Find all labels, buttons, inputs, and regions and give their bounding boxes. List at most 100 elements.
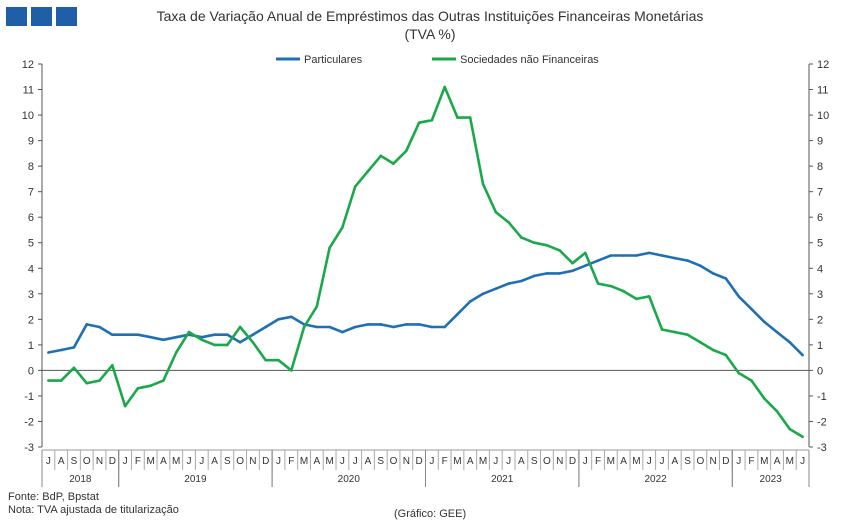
x-month-label: J	[800, 456, 805, 467]
data-point-sociedades-nao-financeiras	[558, 249, 561, 252]
y-tick-label-right: 12	[817, 59, 829, 71]
y-tick-label-right: 8	[817, 161, 823, 173]
data-point-particulares	[238, 341, 242, 344]
data-point-particulares	[85, 323, 88, 326]
data-point-particulares	[341, 330, 344, 334]
x-month-label: M	[786, 456, 794, 467]
data-point-particulares	[545, 272, 549, 275]
data-point-particulares	[788, 341, 792, 344]
data-point-particulares	[123, 333, 127, 337]
y-tick-label-right: 5	[817, 238, 823, 250]
data-point-sociedades-nao-financeiras	[226, 343, 229, 347]
data-point-particulares	[532, 274, 536, 278]
data-point-sociedades-nao-financeiras	[328, 246, 331, 250]
x-month-label: O	[543, 456, 551, 467]
data-point-particulares	[775, 330, 779, 334]
x-month-label: M	[453, 456, 461, 467]
data-point-particulares	[763, 320, 766, 324]
y-tick-label-right: 1	[817, 340, 823, 352]
data-point-sociedades-nao-financeiras	[596, 282, 600, 285]
y-tick-label-left: 11	[23, 85, 34, 97]
x-month-label: A	[620, 456, 627, 467]
data-point-sociedades-nao-financeiras	[647, 295, 651, 298]
y-tick-label-right: 2	[817, 314, 823, 326]
y-tick-label-right: 3	[817, 289, 823, 301]
data-point-particulares	[315, 325, 319, 329]
data-point-particulares	[596, 259, 600, 262]
y-tick-label-left: 0	[28, 365, 34, 377]
data-point-sociedades-nao-financeiras	[775, 410, 779, 413]
data-point-particulares	[507, 282, 510, 285]
data-point-particulares	[379, 323, 383, 326]
x-month-label: J	[276, 456, 281, 467]
data-point-particulares	[801, 353, 804, 357]
data-point-particulares	[571, 269, 574, 273]
x-month-label: J	[353, 456, 358, 467]
data-point-sociedades-nao-financeiras	[507, 221, 510, 224]
data-point-sociedades-nao-financeiras	[59, 379, 63, 382]
chart-title: Taxa de Variação Anual de Empréstimos da…	[156, 8, 704, 24]
x-month-label: O	[390, 456, 398, 467]
data-point-sociedades-nao-financeiras	[622, 289, 625, 293]
x-month-label: S	[531, 456, 538, 467]
data-point-sociedades-nao-financeiras	[290, 369, 293, 372]
x-month-label: M	[146, 456, 154, 467]
x-month-label: J	[647, 456, 652, 467]
data-point-sociedades-nao-financeiras	[737, 371, 740, 375]
series-line-particulares	[48, 251, 804, 357]
data-point-particulares	[750, 307, 753, 311]
y-tick-label-left: -2	[24, 416, 34, 428]
data-point-sociedades-nao-financeiras	[801, 435, 804, 439]
x-month-label: N	[710, 456, 717, 467]
data-point-particulares	[635, 254, 638, 257]
x-year-label: 2022	[644, 474, 667, 485]
x-month-label: J	[187, 456, 192, 467]
data-point-sociedades-nao-financeiras	[788, 427, 792, 431]
data-point-sociedades-nao-financeiras	[251, 341, 255, 344]
data-point-particulares	[353, 325, 357, 329]
y-tick-label-left: 7	[28, 187, 34, 199]
data-point-particulares	[673, 256, 677, 260]
y-tick-label-left: 2	[28, 314, 34, 326]
data-point-sociedades-nao-financeiras	[711, 348, 715, 352]
x-month-label: A	[160, 456, 167, 467]
data-point-sociedades-nao-financeiras	[85, 381, 88, 385]
y-tick-label-right: 4	[817, 263, 823, 275]
data-point-sociedades-nao-financeiras	[149, 384, 152, 388]
data-point-sociedades-nao-financeiras	[174, 351, 178, 354]
data-point-sociedades-nao-financeiras	[392, 162, 395, 165]
y-tick-label-left: 6	[28, 212, 34, 224]
data-point-particulares	[622, 254, 625, 257]
x-month-label: N	[96, 456, 103, 467]
data-point-sociedades-nao-financeiras	[405, 149, 408, 153]
x-month-label: A	[518, 456, 525, 467]
y-tick-label-right: 9	[817, 136, 823, 148]
x-month-label: F	[748, 456, 754, 467]
y-tick-label-left: -3	[24, 442, 34, 454]
x-month-label: N	[556, 456, 563, 467]
x-year-label: 2020	[338, 474, 361, 485]
x-month-label: M	[632, 456, 640, 467]
data-point-particulares	[392, 325, 395, 329]
x-year-label: 2019	[184, 474, 207, 485]
data-point-sociedades-nao-financeiras	[468, 116, 472, 119]
data-point-sociedades-nao-financeiras	[481, 182, 485, 186]
data-point-sociedades-nao-financeiras	[609, 284, 613, 288]
data-point-sociedades-nao-financeiras	[162, 379, 165, 382]
y-tick-label-left: 12	[22, 59, 34, 71]
y-tick-label-right: 11	[817, 85, 828, 97]
data-point-sociedades-nao-financeiras	[686, 333, 689, 337]
data-point-sociedades-nao-financeiras	[635, 297, 638, 301]
data-point-particulares	[724, 277, 728, 280]
y-tick-label-right: 0	[817, 365, 823, 377]
chart-credit: (Gráfico: GEE)	[394, 508, 467, 520]
y-tick-label-left: 3	[28, 289, 34, 301]
data-point-sociedades-nao-financeiras	[187, 330, 191, 334]
data-point-particulares	[149, 335, 152, 339]
data-point-particulares	[47, 351, 50, 354]
x-month-label: M	[760, 456, 768, 467]
data-point-sociedades-nao-financeiras	[136, 387, 140, 390]
data-point-sociedades-nao-financeiras	[315, 305, 319, 308]
y-tick-label-right: -3	[817, 442, 827, 454]
x-month-label: A	[211, 456, 218, 467]
